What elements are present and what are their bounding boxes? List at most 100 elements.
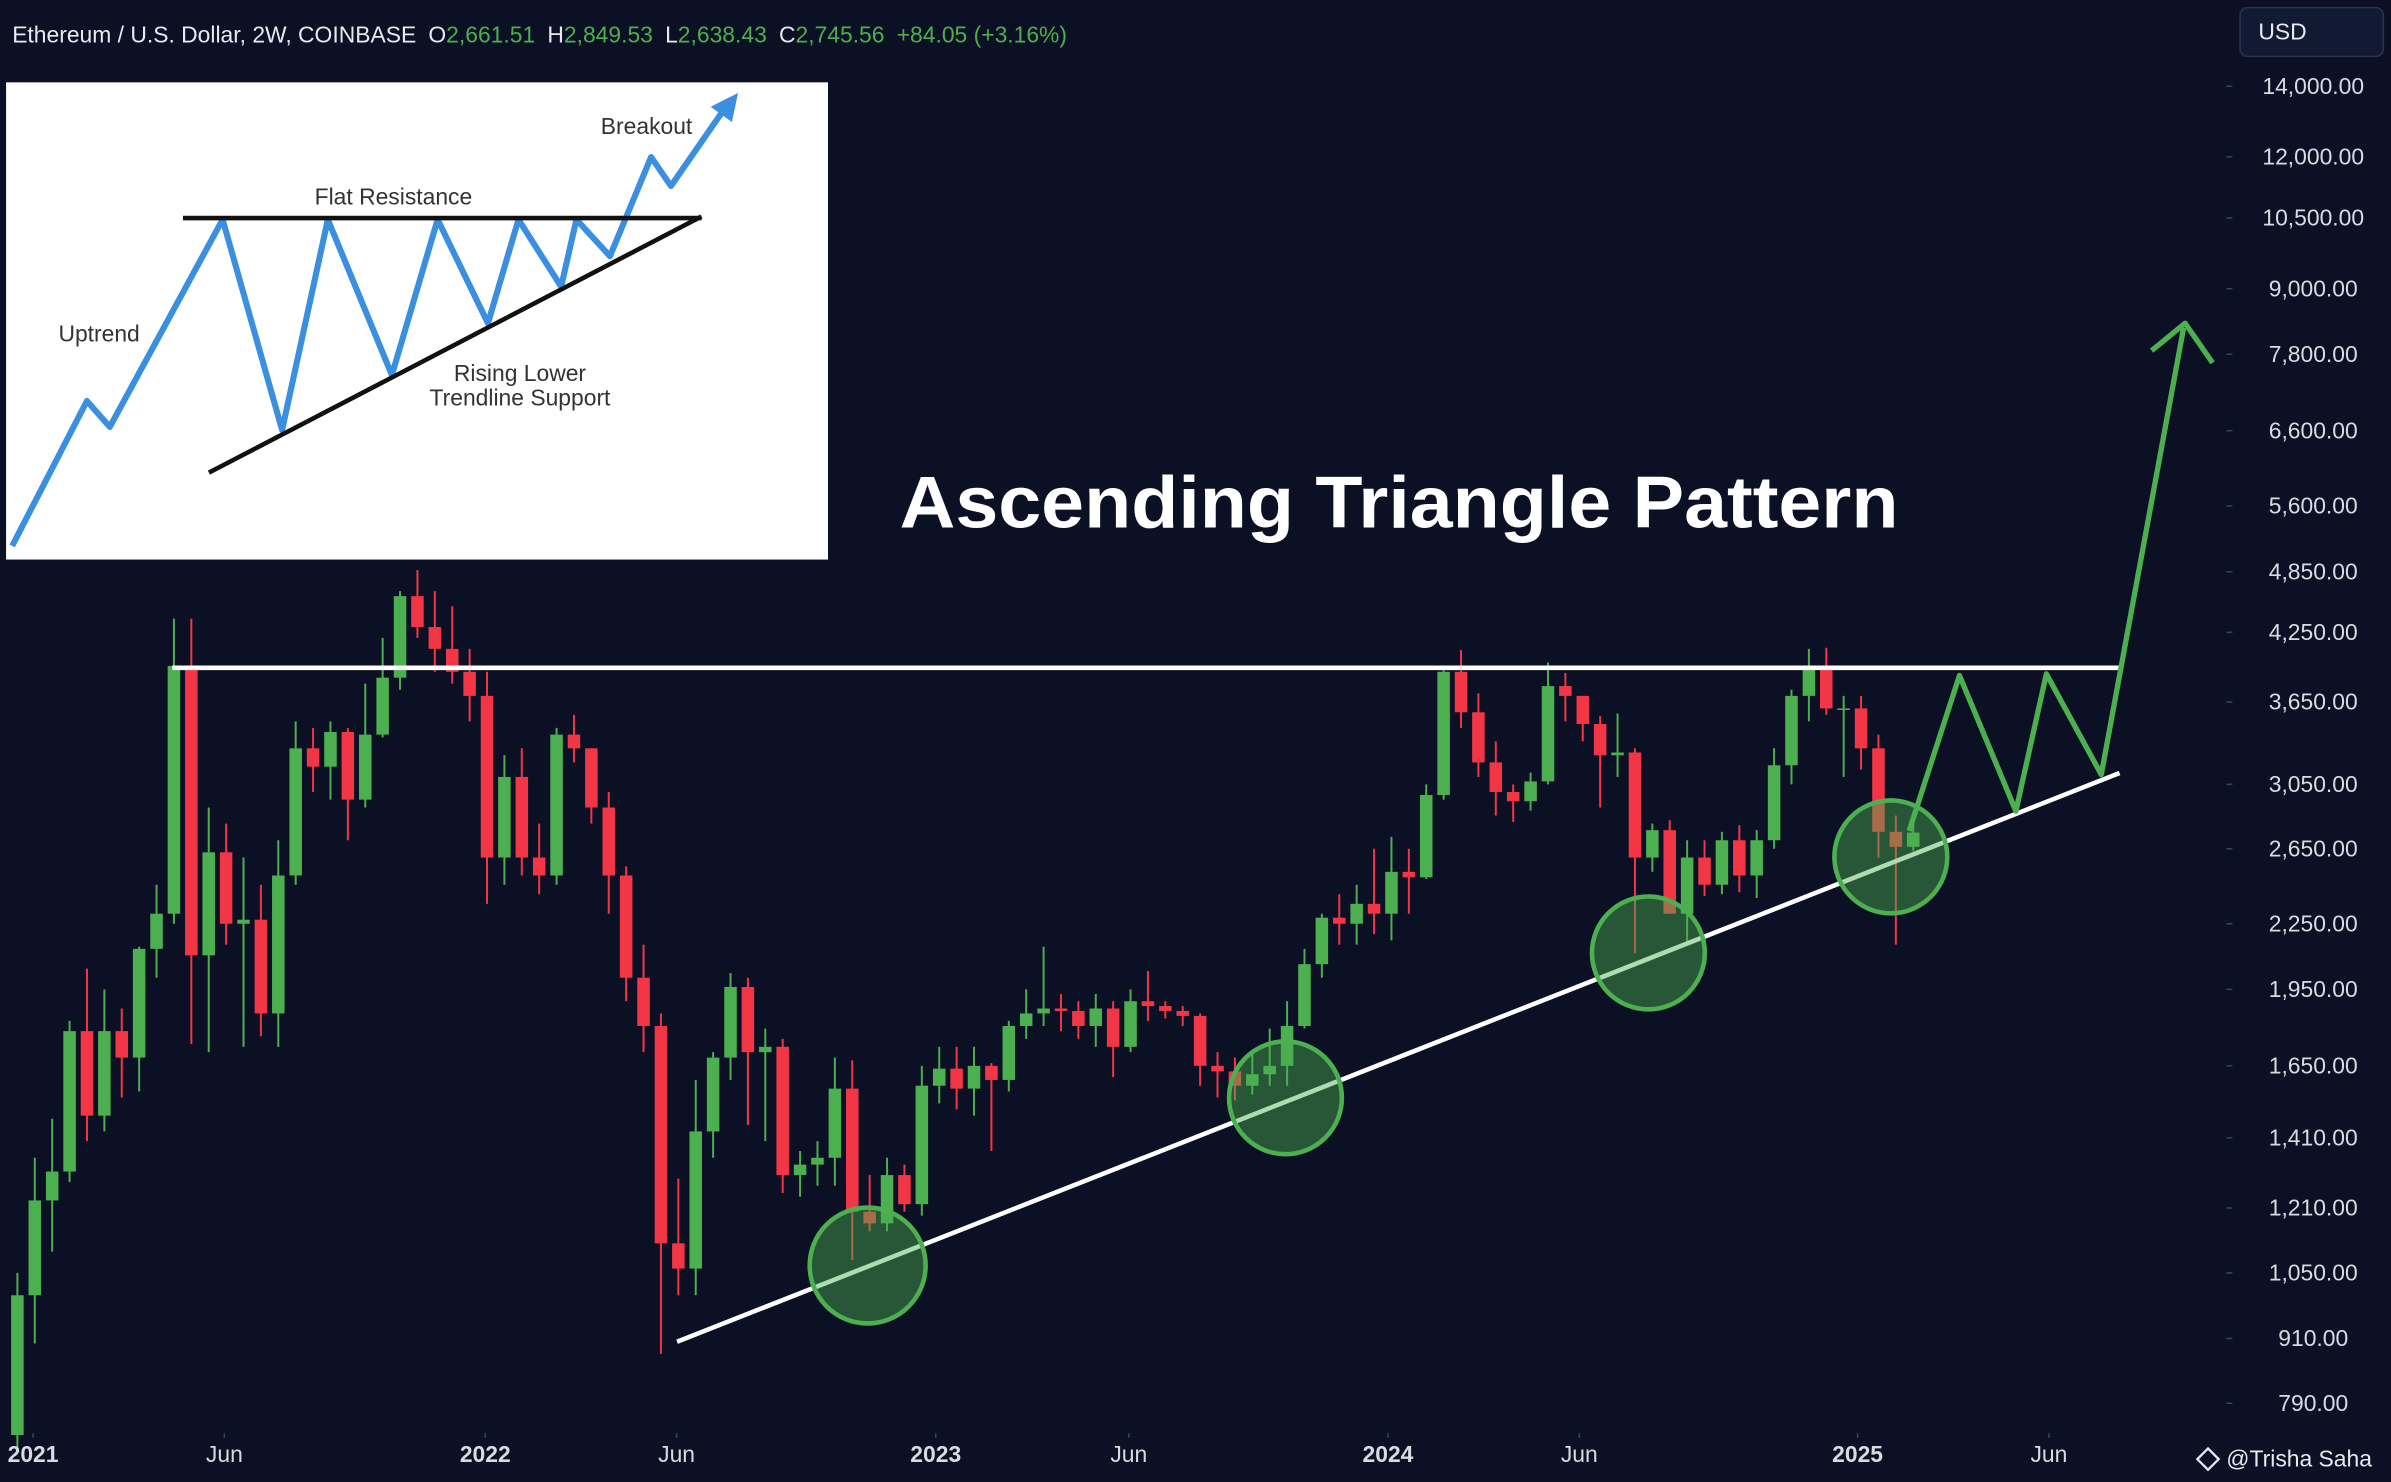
projection-path bbox=[1906, 327, 2187, 832]
candle-body bbox=[1385, 871, 1398, 914]
ohlc-value: 2,638.43 bbox=[678, 22, 767, 48]
currency-label[interactable]: USD bbox=[2258, 19, 2306, 45]
change: +84.05 (+3.16%) bbox=[897, 22, 1067, 48]
ohlc-key: L bbox=[665, 22, 678, 48]
candle-body bbox=[567, 734, 581, 749]
y-tick-label: 14,000.00 bbox=[2262, 73, 2364, 99]
candle-body bbox=[1837, 708, 1850, 710]
candle-body bbox=[811, 1157, 824, 1165]
candle-body bbox=[759, 1046, 772, 1053]
y-tick-label: 790.00 bbox=[2278, 1390, 2348, 1416]
y-tick-label: 4,250.00 bbox=[2269, 619, 2358, 645]
candle-body bbox=[1767, 765, 1781, 841]
candle-body bbox=[1263, 1065, 1276, 1075]
y-tick-label: 7,800.00 bbox=[2269, 341, 2358, 367]
candle-body bbox=[272, 875, 285, 1014]
inset-label: Uptrend bbox=[58, 321, 139, 347]
ohlc-key: H bbox=[547, 22, 564, 48]
candle-body bbox=[1559, 686, 1572, 696]
inset-label: Breakout bbox=[601, 113, 693, 139]
candle-body bbox=[132, 948, 146, 1058]
candle-body bbox=[376, 677, 389, 735]
candle-body bbox=[1211, 1065, 1224, 1072]
candle-body bbox=[11, 1295, 24, 1436]
x-tick-label: Jun bbox=[2030, 1441, 2067, 1467]
inset-label: Rising Lower bbox=[454, 360, 587, 386]
candle-body bbox=[341, 731, 355, 800]
y-tick-label: 10,500.00 bbox=[2262, 205, 2364, 231]
candles bbox=[11, 570, 1920, 1450]
projection-arrowhead bbox=[2149, 320, 2215, 365]
candle-body bbox=[1002, 1025, 1016, 1080]
candle-body bbox=[1454, 671, 1468, 713]
candle-body bbox=[1193, 1015, 1207, 1066]
candle-body bbox=[585, 748, 598, 808]
candle-body bbox=[1019, 1013, 1033, 1026]
candle-body bbox=[828, 1088, 842, 1158]
candle-body bbox=[480, 695, 494, 858]
candle-body bbox=[532, 857, 546, 876]
y-tick-label: 1,050.00 bbox=[2269, 1260, 2358, 1286]
candle-body bbox=[1593, 723, 1607, 756]
candle-body bbox=[63, 1031, 76, 1172]
candle-body bbox=[950, 1068, 963, 1089]
candle-body bbox=[1037, 1008, 1050, 1014]
y-tick-label: 1,650.00 bbox=[2269, 1052, 2358, 1078]
inset-arrowhead bbox=[710, 93, 739, 122]
candle-body bbox=[411, 596, 424, 628]
candle-body bbox=[1072, 1010, 1085, 1026]
x-tick-label: 2023 bbox=[910, 1441, 961, 1467]
inset-label: Trendline Support bbox=[430, 385, 612, 411]
candle-body bbox=[1159, 1006, 1172, 1011]
touch-circle bbox=[1226, 1039, 1345, 1157]
ohlc-key: C bbox=[779, 22, 796, 48]
candle-body bbox=[1472, 712, 1485, 763]
candle-body bbox=[863, 1211, 876, 1224]
candle-body bbox=[28, 1200, 42, 1296]
candle-body bbox=[393, 596, 407, 678]
candle-body bbox=[1298, 964, 1311, 1026]
candle-body bbox=[1646, 830, 1659, 858]
candle-body bbox=[115, 1031, 129, 1058]
candle-body bbox=[80, 1031, 94, 1116]
candle-body bbox=[619, 875, 633, 978]
candle-body bbox=[1785, 695, 1798, 766]
candle-body bbox=[1750, 840, 1763, 876]
inset-price-path bbox=[9, 104, 729, 548]
candle-body bbox=[1820, 665, 1833, 709]
candle-body bbox=[324, 731, 337, 767]
candle-body bbox=[1176, 1010, 1189, 1016]
candle-body bbox=[1315, 917, 1329, 965]
watermark-icon bbox=[2195, 1446, 2221, 1472]
y-tick-label: 4,850.00 bbox=[2269, 559, 2358, 585]
candle-body bbox=[45, 1171, 59, 1201]
y-tick-label: 9,000.00 bbox=[2269, 275, 2358, 301]
candle-body bbox=[1611, 752, 1624, 756]
drawings bbox=[172, 320, 2215, 1344]
inset-support bbox=[207, 214, 703, 475]
candle-body bbox=[550, 734, 563, 876]
ohlc-value: 2,849.53 bbox=[564, 22, 653, 48]
y-tick-label: 2,250.00 bbox=[2269, 910, 2358, 936]
candle-body bbox=[776, 1046, 789, 1176]
candle-body bbox=[637, 977, 650, 1026]
candle-body bbox=[845, 1088, 859, 1212]
candle-body bbox=[428, 627, 442, 649]
candle-body bbox=[306, 748, 320, 767]
support-line bbox=[676, 770, 2121, 1344]
currency-button[interactable] bbox=[2239, 6, 2385, 58]
candle-body bbox=[654, 1025, 668, 1244]
candle-body bbox=[185, 665, 198, 956]
candle-body bbox=[1524, 781, 1537, 802]
symbol: Ethereum / U.S. Dollar, 2W, COINBASE bbox=[12, 22, 416, 48]
candle-body bbox=[602, 807, 616, 876]
candle-body bbox=[254, 919, 268, 1014]
candle-body bbox=[1402, 871, 1416, 878]
candle-body bbox=[1333, 917, 1346, 924]
candle-body bbox=[706, 1057, 720, 1132]
candle-body bbox=[1628, 752, 1642, 858]
candle-body bbox=[202, 852, 215, 956]
candle-body bbox=[741, 986, 755, 1053]
x-tick-label: 2022 bbox=[460, 1441, 511, 1467]
